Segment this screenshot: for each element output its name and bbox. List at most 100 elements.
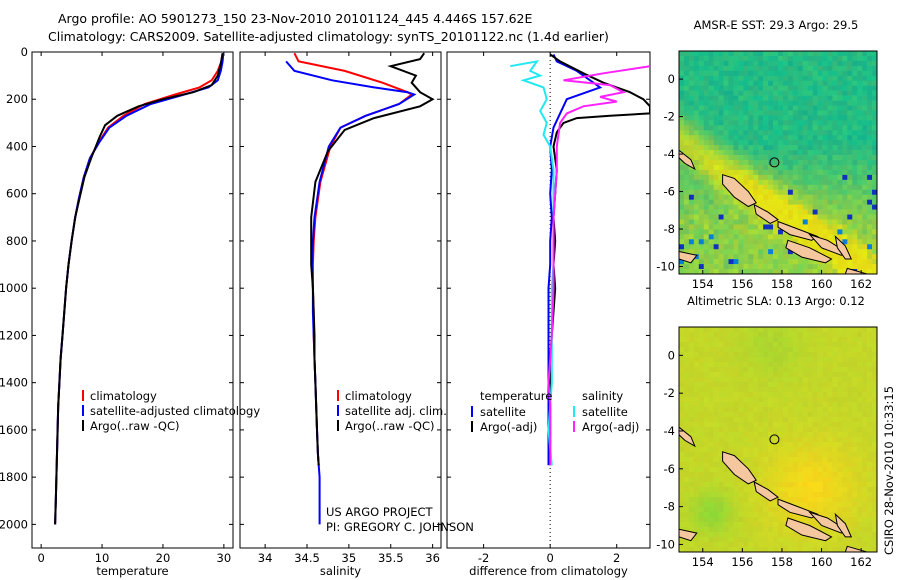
map-cell: [758, 219, 764, 225]
map-cell: [862, 407, 868, 413]
map-cell: [683, 397, 690, 403]
map-cell: [817, 219, 823, 225]
x-tick-label: 34: [258, 551, 273, 565]
map-cell: [758, 105, 764, 111]
map-cell: [713, 184, 719, 191]
map-cell: [698, 427, 705, 433]
map-cell: [812, 522, 818, 528]
map-cell: [852, 392, 858, 398]
map-cell: [857, 487, 863, 493]
map-cell: [698, 135, 705, 141]
map-cell: [693, 189, 700, 196]
map-cell: [807, 214, 813, 220]
map-cell: [733, 80, 739, 86]
map-cell: [802, 179, 808, 186]
map-cell: [802, 125, 808, 131]
map-cell: [713, 477, 719, 483]
map-cell: [832, 90, 838, 96]
map-cell: [857, 412, 863, 418]
map-cell: [703, 179, 709, 186]
map-cell: [718, 150, 724, 156]
map-cell: [852, 95, 858, 101]
map-cell: [787, 254, 794, 260]
map-cell: [857, 362, 863, 368]
map-cell: [807, 184, 813, 191]
map-cell: [713, 392, 719, 398]
map-cell: [778, 367, 784, 373]
map-cell: [822, 432, 828, 438]
map-cell: [867, 130, 873, 136]
map-cell: [817, 110, 823, 116]
map-cell: [847, 130, 853, 136]
map-cell: [708, 105, 714, 111]
map-cell: [728, 477, 734, 483]
map-cell: [703, 492, 709, 498]
map-cell: [728, 442, 734, 448]
map-cell: [718, 402, 724, 408]
map-cell: [782, 249, 789, 255]
map-cell: [782, 497, 789, 503]
map-cell: [698, 452, 705, 458]
map-cell: [738, 269, 744, 274]
map-cell: [679, 492, 685, 498]
map-cell: [708, 342, 714, 348]
map-cell: [872, 234, 877, 240]
map-cell: [698, 377, 705, 383]
map-cell: [703, 457, 709, 463]
map-cell: [679, 507, 685, 513]
map-cell: [822, 367, 828, 373]
map-cell: [713, 332, 719, 338]
map-cell: [817, 467, 823, 473]
map-cell: [713, 120, 719, 126]
map-cell: [792, 100, 799, 106]
map-cell: [693, 427, 700, 433]
map-cell: [842, 169, 848, 176]
map-cell: [773, 234, 779, 240]
map-cell: [733, 145, 739, 151]
map-cell: [693, 387, 700, 393]
map-cell: [782, 392, 789, 398]
map-cell: [688, 337, 695, 343]
map-cell: [723, 234, 729, 240]
map-cell: [743, 372, 749, 378]
map-cell: [738, 487, 744, 493]
map-cell: [743, 412, 749, 418]
map-cell: [679, 224, 685, 230]
map-cell: [758, 60, 764, 67]
map-cell: [827, 527, 833, 533]
map-cell: [743, 497, 749, 503]
map-cell: [872, 487, 877, 493]
map-cell: [733, 65, 739, 72]
map-cell: [693, 75, 700, 82]
map-cell: [698, 547, 705, 552]
map-cell: [758, 135, 764, 141]
map-cell: [827, 492, 833, 498]
map-cell: [792, 130, 799, 136]
map-cell: [723, 537, 729, 543]
map-cell: [703, 382, 709, 388]
map-cell: [817, 209, 823, 215]
map-cell: [827, 214, 833, 220]
map-cell: [787, 179, 794, 186]
map-cell: [679, 135, 685, 141]
map-cell: [797, 125, 804, 131]
map-cell: [703, 387, 709, 393]
map-cell: [718, 194, 724, 200]
map-cell: [847, 512, 853, 518]
map-cell: [797, 437, 804, 443]
map-cell: [778, 517, 784, 523]
map-cell: [773, 477, 779, 483]
map-cell: [842, 352, 848, 358]
map-cell: [832, 85, 838, 91]
map-cell: [688, 502, 695, 508]
map-cell: [872, 372, 877, 378]
map-cell: [728, 337, 734, 343]
map-cell: [857, 387, 863, 393]
map-cell: [852, 487, 858, 493]
map-cell: [852, 407, 858, 413]
map-cell: [837, 135, 843, 141]
map-cell: [683, 75, 690, 82]
map-cell: [763, 482, 769, 488]
map-cell: [773, 75, 779, 82]
map-cell: [723, 249, 729, 255]
